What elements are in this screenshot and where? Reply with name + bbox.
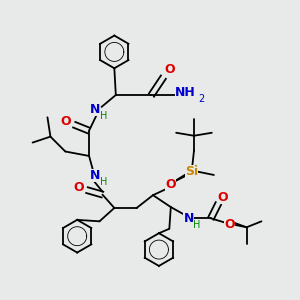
Text: N: N: [184, 212, 194, 225]
Text: O: O: [74, 181, 84, 194]
Text: O: O: [218, 191, 228, 204]
Text: O: O: [164, 63, 175, 76]
Text: NH: NH: [175, 85, 196, 98]
Text: O: O: [61, 115, 71, 128]
Text: O: O: [166, 178, 176, 191]
Text: N: N: [90, 169, 100, 182]
Text: N: N: [90, 103, 100, 116]
Text: H: H: [193, 220, 201, 230]
Text: O: O: [224, 218, 235, 231]
Text: H: H: [100, 111, 107, 122]
Text: 2: 2: [198, 94, 205, 104]
Text: Si: Si: [185, 165, 198, 178]
Text: H: H: [100, 177, 107, 187]
